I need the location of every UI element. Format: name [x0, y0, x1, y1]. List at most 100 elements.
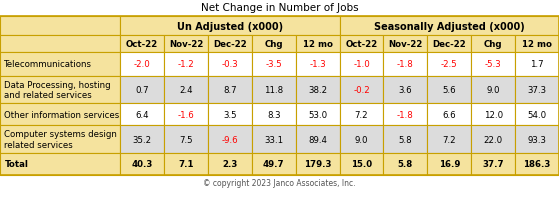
Bar [164, 53, 208, 76]
Text: 9.0: 9.0 [486, 86, 500, 94]
Bar [252, 76, 296, 104]
Text: Data Processing, hosting
and related services: Data Processing, hosting and related ser… [4, 80, 111, 100]
Bar [208, 104, 252, 126]
Bar [296, 126, 340, 153]
Bar [164, 153, 208, 175]
Text: Other information services: Other information services [4, 110, 120, 119]
Text: Oct-22: Oct-22 [126, 40, 158, 49]
Text: 3.6: 3.6 [399, 86, 412, 94]
Bar [471, 53, 515, 76]
Text: Telecommunications: Telecommunications [4, 60, 92, 69]
Text: -1.8: -1.8 [397, 110, 414, 119]
Bar [120, 153, 164, 175]
Bar [296, 36, 340, 53]
Bar [515, 126, 559, 153]
Bar [383, 104, 428, 126]
Bar [252, 104, 296, 126]
Bar [120, 17, 340, 36]
Text: -1.3: -1.3 [309, 60, 326, 69]
Bar [120, 76, 164, 104]
Bar [427, 36, 471, 53]
Text: 7.2: 7.2 [443, 135, 456, 144]
Bar [120, 104, 164, 126]
Text: 6.4: 6.4 [135, 110, 149, 119]
Text: 8.3: 8.3 [267, 110, 281, 119]
Bar [340, 153, 383, 175]
Bar [164, 104, 208, 126]
Bar [383, 126, 428, 153]
Text: 5.8: 5.8 [398, 160, 413, 169]
Bar [120, 53, 164, 76]
Text: © copyright 2023 Janco Associates, Inc.: © copyright 2023 Janco Associates, Inc. [203, 178, 356, 187]
Bar [120, 36, 164, 53]
Text: -3.5: -3.5 [266, 60, 282, 69]
Text: -1.2: -1.2 [178, 60, 195, 69]
Text: 40.3: 40.3 [131, 160, 153, 169]
Bar [471, 36, 515, 53]
Text: 7.5: 7.5 [179, 135, 193, 144]
Text: 1.7: 1.7 [530, 60, 544, 69]
Text: 7.2: 7.2 [355, 110, 368, 119]
Bar [296, 76, 340, 104]
Text: 2.4: 2.4 [179, 86, 193, 94]
Bar [0, 104, 120, 126]
Text: Computer systems design
related services: Computer systems design related services [4, 130, 117, 149]
Text: -9.6: -9.6 [221, 135, 238, 144]
Text: Nov-22: Nov-22 [389, 40, 423, 49]
Bar [208, 53, 252, 76]
Bar [0, 17, 559, 175]
Bar [427, 76, 471, 104]
Text: Dec-22: Dec-22 [213, 40, 247, 49]
Bar [296, 53, 340, 76]
Text: 93.3: 93.3 [528, 135, 547, 144]
Bar [0, 17, 120, 36]
Bar [515, 153, 559, 175]
Text: Seasonally Adjusted (x000): Seasonally Adjusted (x000) [374, 21, 525, 31]
Bar [252, 126, 296, 153]
Text: Un Adjusted (x000): Un Adjusted (x000) [177, 21, 283, 31]
Text: Oct-22: Oct-22 [345, 40, 378, 49]
Text: 7.1: 7.1 [178, 160, 194, 169]
Text: 9.0: 9.0 [355, 135, 368, 144]
Text: Dec-22: Dec-22 [433, 40, 466, 49]
Bar [164, 76, 208, 104]
Text: 186.3: 186.3 [523, 160, 551, 169]
Text: -0.2: -0.2 [353, 86, 370, 94]
Text: 33.1: 33.1 [264, 135, 283, 144]
Text: 35.2: 35.2 [132, 135, 151, 144]
Text: -2.0: -2.0 [134, 60, 150, 69]
Bar [515, 76, 559, 104]
Text: Net Change in Number of Jobs: Net Change in Number of Jobs [201, 3, 358, 13]
Bar [120, 126, 164, 153]
Bar [0, 76, 120, 104]
Bar [340, 76, 383, 104]
Bar [383, 76, 428, 104]
Bar [252, 36, 296, 53]
Text: 11.8: 11.8 [264, 86, 283, 94]
Text: 54.0: 54.0 [528, 110, 547, 119]
Bar [208, 153, 252, 175]
Bar [0, 153, 120, 175]
Bar [515, 53, 559, 76]
Bar [296, 153, 340, 175]
Text: 15.0: 15.0 [351, 160, 372, 169]
Bar [515, 104, 559, 126]
Text: 5.8: 5.8 [399, 135, 412, 144]
Text: 12 mo: 12 mo [302, 40, 333, 49]
Bar [164, 126, 208, 153]
Bar [383, 36, 428, 53]
Bar [427, 153, 471, 175]
Bar [0, 53, 120, 76]
Bar [340, 53, 383, 76]
Text: 16.9: 16.9 [439, 160, 460, 169]
Bar [208, 36, 252, 53]
Bar [0, 126, 120, 153]
Text: -1.8: -1.8 [397, 60, 414, 69]
Text: -0.3: -0.3 [221, 60, 238, 69]
Text: Chg: Chg [484, 40, 503, 49]
Text: 179.3: 179.3 [304, 160, 331, 169]
Bar [515, 36, 559, 53]
Text: Total: Total [4, 160, 29, 169]
Bar [164, 36, 208, 53]
Text: 0.7: 0.7 [135, 86, 149, 94]
